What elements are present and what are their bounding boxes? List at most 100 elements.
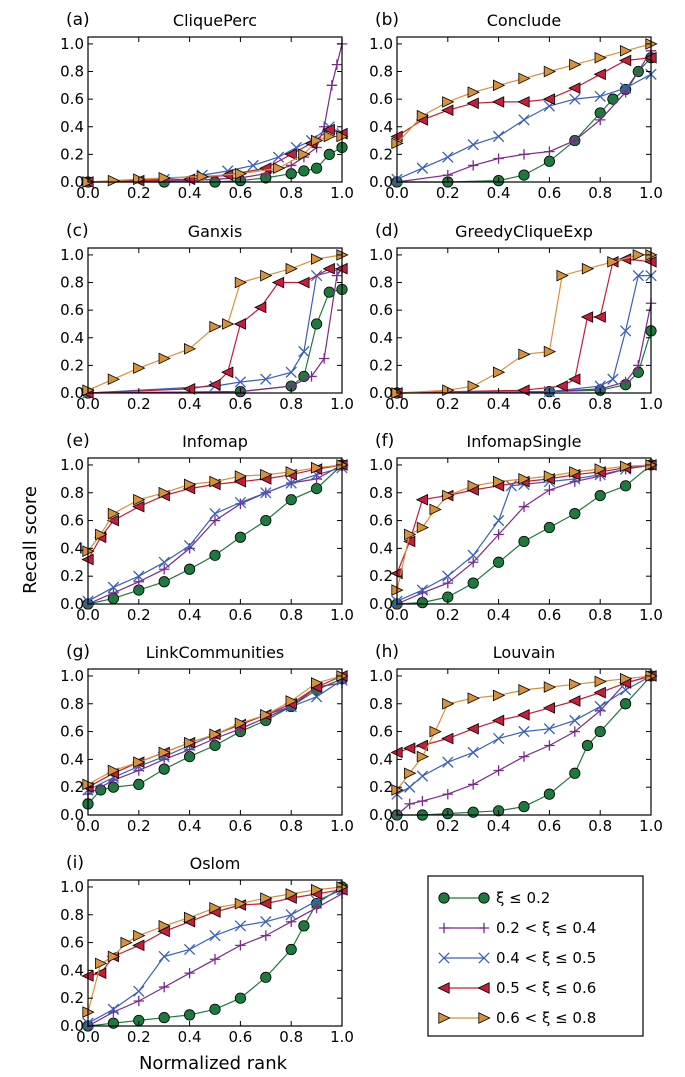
data-point (209, 901, 222, 914)
data-point (620, 376, 631, 388)
y-tick-label: 0.8 (369, 484, 393, 502)
plot-frame (87, 457, 343, 605)
x-tick-label: 0.4 (487, 606, 511, 624)
data-point (260, 269, 273, 282)
data-point (107, 764, 121, 777)
data-point (569, 508, 581, 520)
series-1 (82, 283, 348, 399)
data-point (518, 501, 530, 512)
series-5 (82, 249, 349, 397)
x-tick-label: 0.6 (537, 817, 561, 835)
data-point (416, 584, 429, 596)
data-point (260, 971, 272, 983)
x-tick-label: 0.2 (127, 184, 151, 202)
series-3 (82, 884, 348, 1029)
legend-label: ξ ≤ 0.2 (496, 889, 550, 907)
legend-label: 0.2 < ξ ≤ 0.4 (496, 919, 596, 937)
data-point (518, 801, 530, 813)
data-point (234, 920, 247, 932)
data-point (544, 146, 555, 157)
data-point (133, 985, 145, 997)
panel-f: 0.0 0.2 0.4 0.6 0.8 1.0 0.0 0.2 0.4 0.6 0.8 1.0 (f) I… (369, 431, 663, 624)
data-point (543, 470, 557, 482)
data-point (403, 742, 416, 755)
y-tick-label: 0.0 (60, 1017, 84, 1035)
data-point (442, 570, 454, 582)
y-tick-label: 0.4 (369, 118, 393, 136)
data-point (234, 470, 248, 482)
y-tick-label: 0.0 (369, 173, 393, 191)
x-tick-label: 0.2 (127, 1028, 151, 1046)
data-point (331, 59, 343, 70)
data-point (310, 677, 324, 689)
y-tick-label: 1.0 (60, 456, 84, 474)
panel-i: 0.0 0.2 0.4 0.6 0.8 1.0 0.0 0.2 0.4 0.6 0.8 1.0 (i) O… (60, 853, 354, 1046)
data-point (107, 507, 121, 520)
series-5 (391, 38, 658, 150)
legend-marker (438, 952, 450, 964)
panel-h: 0.0 0.2 0.4 0.6 0.8 1.0 0.0 0.2 0.4 0.6 0.8 1.0 (h) L… (369, 642, 663, 835)
data-point (594, 489, 606, 502)
series-line (87, 467, 343, 602)
y-tick-label: 0.2 (60, 145, 84, 163)
data-point (544, 740, 555, 751)
x-tick-label: 0.8 (279, 1028, 303, 1046)
series-line (87, 464, 343, 552)
series-5 (82, 670, 349, 791)
data-point (468, 160, 479, 171)
legend-box (427, 875, 644, 1037)
y-tick-label: 0.6 (60, 723, 84, 741)
data-point (594, 675, 607, 688)
data-point (618, 253, 632, 265)
legend-marker (477, 982, 490, 994)
plot-frame (396, 247, 652, 394)
y-tick-label: 0.0 (369, 806, 393, 824)
series-line (87, 268, 342, 394)
data-point (404, 528, 417, 541)
y-tick-label: 1.0 (369, 35, 393, 53)
y-tick-label: 0.6 (60, 90, 84, 108)
x-tick-label: 0.6 (537, 184, 561, 202)
data-point (234, 167, 248, 180)
data-point (209, 549, 221, 561)
plot-frame (396, 457, 652, 605)
data-point (492, 130, 505, 143)
x-tick-label: 0.4 (178, 606, 202, 624)
data-point (323, 148, 335, 160)
x-tick-label: 0.4 (487, 184, 511, 202)
data-point (618, 54, 632, 67)
data-point (620, 44, 633, 57)
panel-title: Ganxis (188, 222, 243, 241)
data-point (209, 929, 221, 942)
data-point (323, 286, 335, 298)
data-point (632, 269, 644, 282)
data-point (234, 376, 247, 388)
data-point (416, 597, 428, 609)
x-tick-label: 0.0 (385, 184, 409, 202)
data-point (260, 709, 273, 721)
y-tick-label: 0.8 (60, 484, 84, 502)
y-tick-label: 0.8 (60, 274, 84, 292)
data-point (234, 531, 246, 543)
data-point (416, 750, 430, 763)
data-point (234, 496, 247, 509)
panel-a: 0.0 0.2 0.4 0.6 0.8 1.0 0.0 0.2 0.4 0.6 0.8 1.0 (a) C… (60, 10, 354, 202)
data-point (416, 162, 429, 174)
data-point (467, 746, 479, 759)
data-point (285, 695, 298, 707)
legend-entry: 0.4 < ξ ≤ 0.5 (438, 949, 596, 967)
data-point (260, 916, 272, 928)
x-tick-label: 1.0 (330, 184, 354, 202)
panel-title: Infomap (182, 432, 248, 451)
data-point (467, 139, 479, 151)
data-point (95, 784, 107, 796)
plot-frame (87, 247, 343, 394)
data-point (260, 373, 272, 385)
data-point (492, 514, 505, 527)
series-line (396, 275, 651, 394)
y-tick-label: 1.0 (60, 246, 84, 264)
data-point (517, 709, 530, 721)
data-point (593, 311, 606, 323)
data-point (593, 686, 606, 699)
